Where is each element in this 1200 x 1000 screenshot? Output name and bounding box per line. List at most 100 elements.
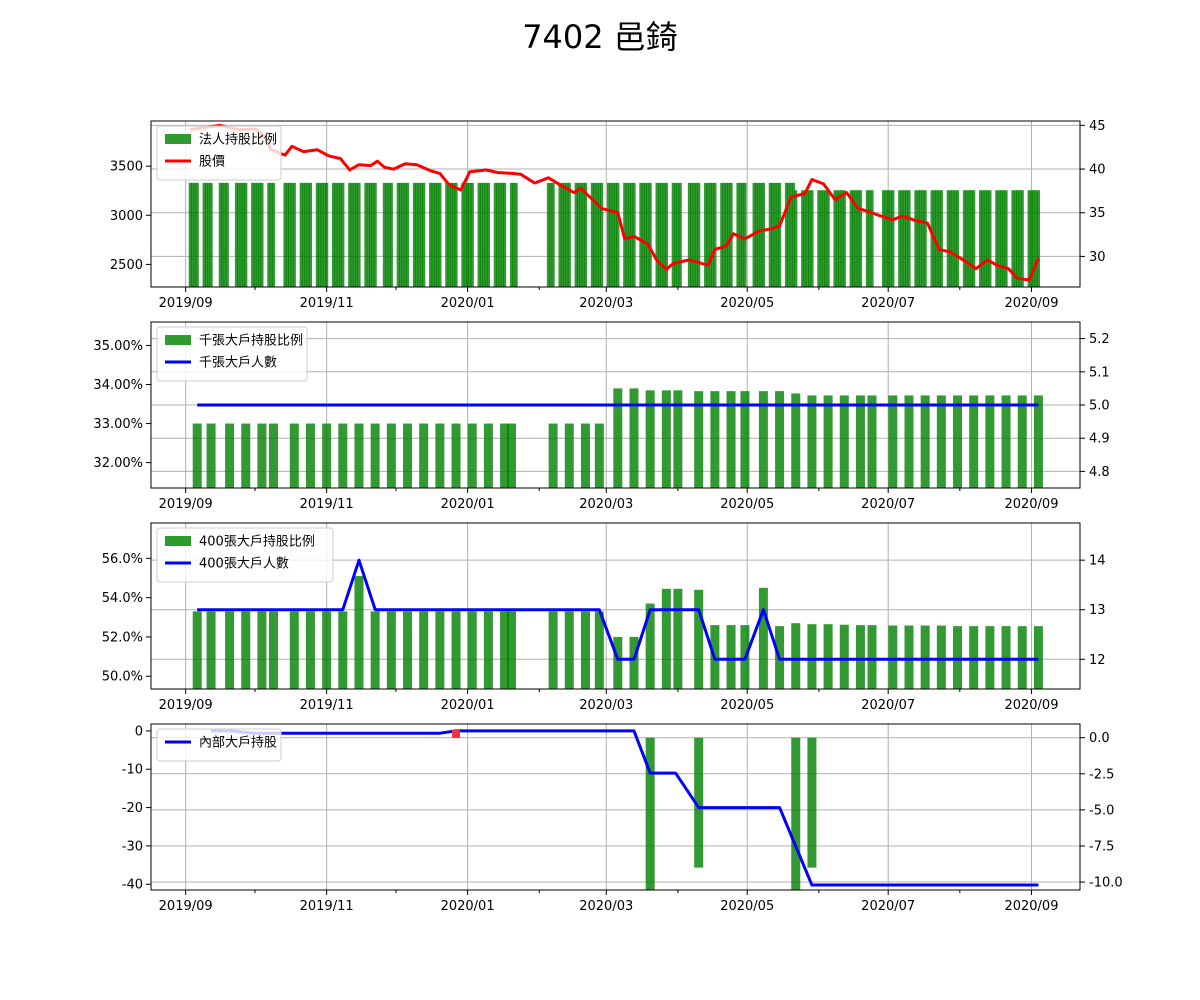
bar (350, 182, 354, 287)
y-tick-label: -40 (122, 878, 143, 893)
bar (292, 182, 296, 287)
bar (713, 182, 717, 287)
bar (671, 182, 675, 287)
bar (905, 190, 909, 287)
bar (657, 182, 662, 287)
bar (567, 182, 571, 287)
bar (823, 624, 833, 689)
y-tick-label: 50.0% (102, 670, 143, 685)
bar (461, 182, 465, 287)
bar (999, 190, 1004, 287)
bar (661, 390, 671, 488)
bar (590, 182, 594, 287)
bar (807, 624, 817, 689)
bar (1033, 626, 1043, 689)
bar (981, 190, 985, 287)
bar (794, 190, 798, 287)
bar (433, 182, 437, 287)
bar (271, 182, 276, 287)
bar (451, 611, 461, 689)
bar (223, 182, 227, 287)
bar (574, 182, 578, 287)
bar (706, 182, 710, 287)
bar (204, 182, 209, 287)
bar (496, 182, 500, 287)
bar (405, 182, 410, 287)
bar (807, 395, 817, 488)
bar (1032, 190, 1036, 287)
bar (422, 182, 426, 287)
bar (304, 182, 308, 287)
bar (435, 611, 445, 689)
bar (389, 182, 393, 287)
bar (955, 190, 960, 287)
y-tick-label: 52.0% (102, 630, 143, 645)
x-tick-label: 2020/01 (441, 296, 495, 311)
bar (285, 182, 289, 287)
y-tick-label: -7.5 (1089, 839, 1114, 854)
bar (771, 182, 775, 287)
bar (322, 611, 332, 689)
bar (357, 182, 361, 287)
bar (849, 190, 853, 287)
y-tick-label: 0 (135, 724, 143, 739)
legend: 400張大戶持股比例 400張大戶人數 (156, 527, 334, 583)
bar (1001, 626, 1011, 689)
x-tick-label: 2020/07 (861, 296, 915, 311)
legend-box (156, 728, 282, 762)
bar (318, 182, 322, 287)
x-tick-label: 2019/11 (300, 698, 354, 713)
x-tick-label: 2019/09 (159, 497, 213, 512)
bar (664, 182, 668, 287)
bar (419, 423, 429, 488)
x-tick-label: 2020/01 (441, 899, 495, 914)
bar (953, 626, 963, 689)
bar (412, 182, 417, 287)
bar (368, 182, 373, 287)
bar (741, 182, 745, 287)
bar-series (188, 182, 1041, 287)
bar (403, 423, 413, 488)
bar (305, 611, 315, 689)
panel-holders-1000: 2019/09 2019/11 2020/01 2020/03 2020/05 2020/… (93, 321, 1110, 512)
bar (629, 636, 639, 689)
bar (493, 182, 497, 287)
bar (842, 190, 846, 287)
bar (564, 611, 574, 689)
bar (692, 182, 696, 287)
bar (354, 423, 364, 488)
x-tick-label: 2020/07 (861, 497, 915, 512)
bar (373, 182, 377, 287)
bar (988, 190, 992, 287)
panel-institutional: 2019/09 2019/11 2020/01 2020/03 2020/05 2020/… (110, 119, 1106, 311)
bar (1027, 190, 1031, 287)
bar (594, 611, 604, 689)
bar (438, 182, 442, 287)
x-tick-label: 2020/03 (579, 296, 633, 311)
axes-frame (150, 120, 1081, 288)
y-tick-label: 4.9 (1089, 432, 1110, 447)
x-tick-label: 2020/09 (1004, 899, 1058, 914)
x-axis: 2019/09 2019/11 2020/01 2020/03 2020/05 2020/… (159, 287, 1058, 311)
bar (260, 182, 264, 287)
bar (606, 182, 611, 287)
bar (221, 182, 225, 287)
bar (386, 423, 396, 488)
plot-area (192, 388, 1043, 488)
bar (855, 625, 865, 689)
bar (900, 190, 904, 287)
bar (331, 182, 336, 287)
bar (726, 625, 736, 689)
bar (315, 182, 319, 287)
bar (824, 190, 828, 287)
bar (1016, 190, 1020, 287)
bar (613, 182, 618, 287)
bar (463, 182, 467, 287)
bar (979, 190, 983, 287)
bar (962, 190, 967, 287)
bar (881, 190, 886, 287)
bar (768, 182, 772, 287)
bar (549, 182, 553, 287)
